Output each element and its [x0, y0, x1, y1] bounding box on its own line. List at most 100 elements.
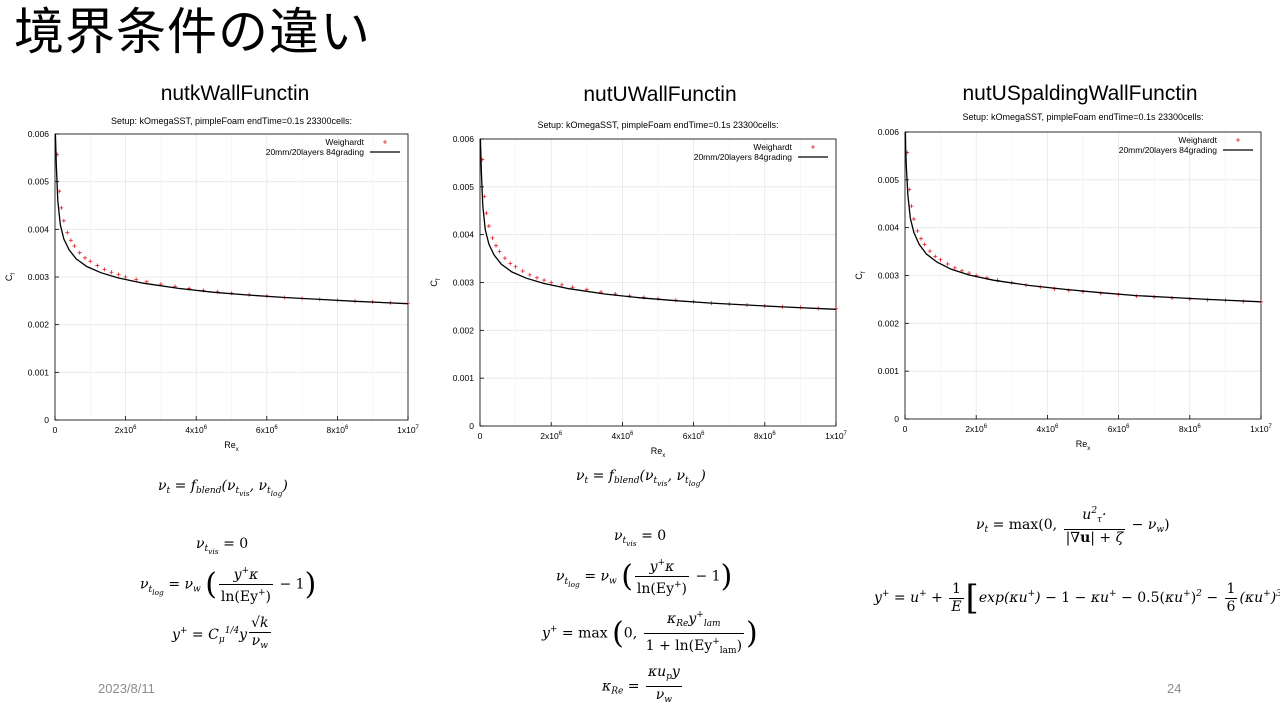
- x-tick-label: 1x107: [1250, 424, 1272, 434]
- equation-yplus-2: y+ = max (0, κRey+lam 1 + ln(Ey+lam)): [542, 607, 758, 660]
- x-axis-label: Rex: [224, 440, 239, 453]
- x-tick-label: 6x106: [1108, 424, 1130, 434]
- data-point: [534, 275, 539, 280]
- y-tick-label: 0.005: [453, 182, 475, 192]
- data-point: [513, 264, 518, 269]
- data-point: [484, 211, 489, 216]
- x-tick-label: 2x106: [965, 424, 987, 434]
- data-point: [490, 236, 495, 241]
- y-tick-label: 0.005: [28, 177, 50, 187]
- data-point: [486, 224, 491, 229]
- legend-label: Weighardt: [325, 137, 364, 147]
- data-point: [945, 262, 950, 267]
- data-point: [938, 257, 943, 262]
- data-point: [549, 280, 554, 285]
- y-tick-label: 0.003: [453, 278, 475, 288]
- y-tick-label: 0.006: [878, 127, 900, 137]
- x-tick-label: 0: [478, 431, 483, 441]
- slide-number: 24: [1167, 681, 1182, 696]
- data-point: [59, 205, 64, 210]
- x-axis-label: Rex: [1076, 439, 1091, 452]
- x-tick-label: 4x106: [185, 425, 207, 435]
- x-tick-label: 0: [53, 425, 58, 435]
- x-tick-label: 4x106: [1037, 424, 1059, 434]
- x-tick-label: 2x106: [115, 425, 137, 435]
- y-tick-label: 0.004: [28, 224, 50, 234]
- y-tick-label: 0.006: [453, 134, 475, 144]
- equation-nut-log-2: νtlog = νw (y+κ ln(Ey+) − 1): [556, 555, 732, 598]
- equation-kappa-re: κRe = κupy νw: [602, 664, 682, 705]
- x-tick-label: 6x106: [683, 431, 705, 441]
- equation-nut-spalding: νt = max(0, u2τ· |∇u| + ζ − νw): [976, 503, 1170, 547]
- equation-nut-blend-1: νt = fblend(νtvis, νtlog): [158, 478, 288, 498]
- data-point: [109, 270, 114, 275]
- panel-title-nutu: nutUWallFunctin: [583, 83, 737, 106]
- data-point: [909, 204, 914, 209]
- chart-title: Setup: kOmegaSST, pimpleFoam endTime=0.1…: [962, 112, 1203, 122]
- y-tick-label: 0.005: [878, 175, 900, 185]
- data-point: [88, 259, 93, 264]
- data-point: [77, 250, 82, 255]
- data-point: [915, 229, 920, 234]
- chart-svg: Setup: kOmegaSST, pimpleFoam endTime=0.1…: [854, 112, 1273, 452]
- data-point: [65, 230, 70, 235]
- data-point: [542, 278, 547, 283]
- equation-nut-vis-1: νtvis = 0: [196, 536, 249, 556]
- data-point: [911, 217, 916, 222]
- legend-swatch: [1236, 138, 1240, 142]
- legend-label: Weighardt: [1178, 135, 1217, 145]
- equation-nut-vis-2: νtvis = 0: [614, 528, 667, 548]
- y-tick-label: 0.002: [453, 325, 475, 335]
- chart-title: Setup: kOmegaSST, pimpleFoam endTime=0.1…: [111, 116, 352, 126]
- y-tick-label: 0.002: [878, 318, 900, 328]
- equation-nut-log-1: νtlog = νw (y+κ ln(Ey+) − 1): [140, 563, 316, 606]
- data-point: [559, 282, 564, 287]
- legend-label: 20mm/20layers 84grading: [694, 152, 793, 162]
- y-tick-label: 0.001: [28, 367, 50, 377]
- y-tick-label: 0.001: [453, 373, 475, 383]
- y-tick-label: 0.003: [878, 271, 900, 281]
- chart-nutk: Setup: kOmegaSST, pimpleFoam endTime=0.1…: [0, 112, 420, 457]
- x-tick-label: 0: [903, 424, 908, 434]
- series-line: [904, 131, 1262, 303]
- chart-svg: Setup: kOmegaSST, pimpleFoam endTime=0.1…: [4, 116, 420, 453]
- x-tick-label: 6x106: [256, 425, 278, 435]
- y-tick-label: 0.001: [878, 366, 900, 376]
- equation-nut-blend-2: νt = fblend(νtvis, νtlog): [576, 468, 706, 488]
- equation-yplus-1: y+ = Cμ1/4y √k νw: [172, 615, 271, 651]
- legend-label: 20mm/20layers 84grading: [1119, 145, 1218, 155]
- data-point: [933, 254, 938, 259]
- series-line: [54, 133, 409, 305]
- chart-nutuspalding: Setup: kOmegaSST, pimpleFoam endTime=0.1…: [850, 108, 1280, 453]
- data-point: [68, 238, 73, 243]
- data-point: [527, 272, 532, 277]
- data-point: [102, 267, 107, 272]
- chart-svg: Setup: kOmegaSST, pimpleFoam endTime=0.1…: [429, 120, 848, 459]
- x-tick-label: 8x106: [327, 425, 349, 435]
- y-axis-label: Cf: [429, 278, 442, 287]
- y-tick-label: 0.004: [878, 223, 900, 233]
- data-point: [61, 218, 66, 223]
- y-tick-label: 0: [469, 421, 474, 431]
- y-axis-label: Cf: [4, 273, 17, 282]
- data-point: [508, 261, 513, 266]
- data-point: [502, 256, 507, 261]
- data-point: [497, 249, 502, 254]
- x-tick-label: 8x106: [1179, 424, 1201, 434]
- x-tick-label: 1x107: [397, 425, 419, 435]
- chart-title: Setup: kOmegaSST, pimpleFoam endTime=0.1…: [537, 120, 778, 130]
- legend-swatch: [811, 145, 815, 149]
- data-point: [123, 275, 128, 279]
- data-point: [922, 242, 927, 247]
- y-tick-label: 0.004: [453, 230, 475, 240]
- slide-title: 境界条件の違い: [14, 3, 371, 61]
- equation-yplus-spalding: y+ = u+ + 1 E [exp(κu+) − 1 − κu+ − 0.5(κu…: [874, 578, 1280, 618]
- data-point: [83, 255, 88, 260]
- panel-title-nutk: nutkWallFunctin: [160, 82, 310, 105]
- legend-swatch: [383, 140, 387, 144]
- x-tick-label: 8x106: [754, 431, 776, 441]
- slide-date: 2023/8/11: [98, 681, 155, 696]
- data-point: [72, 244, 77, 249]
- y-tick-label: 0: [44, 415, 49, 425]
- legend-label: 20mm/20layers 84grading: [266, 147, 365, 157]
